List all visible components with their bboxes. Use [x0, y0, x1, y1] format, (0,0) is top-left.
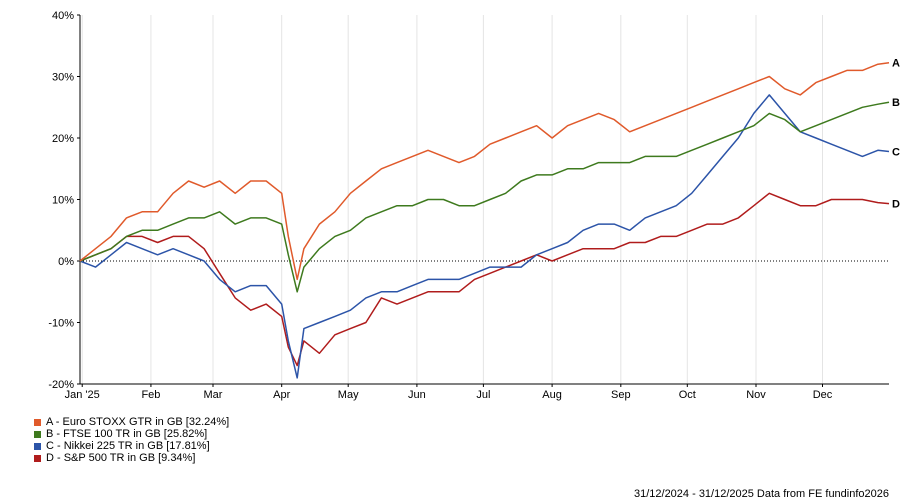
legend-item-c: C - Nikkei 225 TR in GB [17.81%]	[34, 440, 229, 452]
legend-swatch-d	[34, 454, 41, 462]
axes: -20% -10% 0% 10% 20% 30% 40% Jan '25 Feb Mar Apr Ma…	[48, 10, 889, 401]
x-tick-label-4: May	[338, 389, 359, 401]
y-tick-label-1: -10%	[48, 318, 74, 330]
series-line-c	[79, 94, 890, 379]
legend-label-d: D - S&P 500 TR in GB [9.34%]	[46, 452, 196, 464]
x-tick-label-7: Aug	[542, 389, 562, 401]
y-tick-label-3: 10%	[52, 195, 74, 207]
series-line-b	[79, 101, 890, 293]
series-line-d	[79, 192, 890, 367]
series-end-label-d: D	[892, 199, 900, 211]
legend-item-a: A - Euro STOXX GTR in GB [32.24%]	[34, 416, 229, 428]
legend-swatch-b	[34, 430, 41, 438]
series-end-label-b: B	[892, 97, 900, 109]
y-tick-label-0: -20%	[48, 379, 74, 391]
x-tick-label-5: Jun	[408, 389, 426, 401]
series-line-a	[79, 61, 890, 281]
series-lines	[79, 61, 890, 379]
x-tick-label-10: Nov	[746, 389, 766, 401]
y-tick-label-4: 20%	[52, 133, 74, 145]
x-tick-label-3: Apr	[273, 389, 290, 401]
legend-label-a: A - Euro STOXX GTR in GB [32.24%]	[46, 416, 230, 428]
x-tick-label-0: Jan '25	[65, 389, 100, 401]
x-tick-label-6: Jul	[476, 389, 490, 401]
legend-swatch-c	[34, 442, 41, 450]
y-tick-label-2: 0%	[58, 256, 74, 268]
data-source-footer: 31/12/2024 - 31/12/2025 Data from FE fun…	[633, 488, 889, 500]
y-tick-label-6: 40%	[52, 10, 74, 22]
x-tick-label-2: Mar	[204, 389, 223, 401]
legend: A - Euro STOXX GTR in GB [32.24%] B - FT…	[34, 416, 229, 464]
series-end-label-a: A	[892, 58, 900, 70]
x-tick-label-9: Oct	[679, 389, 696, 401]
series-end-label-c: C	[892, 146, 900, 158]
end-labels: D C B A	[892, 58, 900, 211]
x-tick-label-11: Dec	[813, 389, 833, 401]
legend-label-b: B - FTSE 100 TR in GB [25.82%]	[46, 428, 208, 440]
legend-swatch-a	[34, 418, 41, 426]
x-tick-label-1: Feb	[141, 389, 160, 401]
x-tick-label-8: Sep	[611, 389, 631, 401]
y-tick-label-5: 30%	[52, 72, 74, 84]
line-chart: -20% -10% 0% 10% 20% 30% 40% Jan '25 Feb Mar Apr Ma…	[48, 10, 900, 401]
legend-label-c: C - Nikkei 225 TR in GB [17.81%]	[46, 440, 210, 452]
legend-item-b: B - FTSE 100 TR in GB [25.82%]	[34, 428, 229, 440]
gridlines	[81, 15, 824, 384]
legend-item-d: D - S&P 500 TR in GB [9.34%]	[34, 452, 229, 464]
